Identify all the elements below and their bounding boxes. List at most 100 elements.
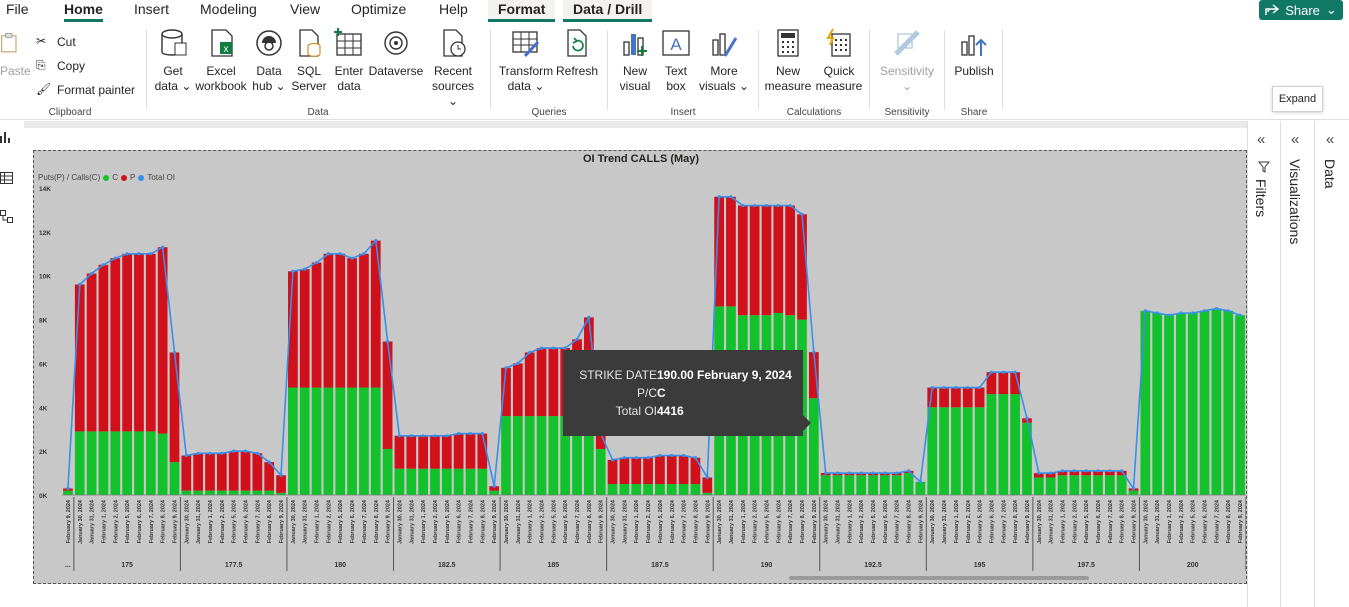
x-date-label: February 9, 2024 — [812, 499, 818, 543]
x-date-label: January 30, 2024 — [611, 499, 617, 544]
paste-button[interactable]: Paste — [0, 28, 31, 79]
bar-call — [240, 490, 251, 495]
bar-put — [524, 352, 535, 417]
x-date-label: February 8, 2024 — [161, 499, 167, 543]
tab-insert[interactable]: Insert — [134, 1, 170, 17]
model-view-icon[interactable] — [0, 210, 14, 224]
total-oi-point — [1060, 469, 1065, 473]
total-oi-point — [314, 260, 319, 265]
total-oi-point — [326, 252, 330, 256]
total-oi-point — [658, 453, 662, 458]
bar-put — [110, 258, 121, 432]
tab-home[interactable]: Home — [64, 0, 103, 22]
tab-view[interactable]: View — [290, 1, 321, 17]
visualizations-pane[interactable]: « Visualizations — [1280, 121, 1314, 607]
bar-put — [489, 486, 500, 491]
x-date-label: February 5, 2024 — [764, 499, 770, 543]
copy-button[interactable]: ⎘ Copy — [36, 58, 86, 73]
filters-pane[interactable]: « Filters — [1247, 121, 1280, 607]
excel-icon: x — [211, 29, 233, 57]
quick-measure-button[interactable]: Quick measure — [814, 28, 864, 94]
bar-put — [619, 457, 630, 485]
total-oi-point — [350, 256, 354, 260]
refresh-button[interactable]: Refresh — [556, 28, 598, 79]
bar-call — [311, 387, 322, 495]
x-date-label: February 9, 2024 — [918, 499, 924, 543]
total-oi-point — [149, 252, 153, 256]
total-oi-point — [1001, 370, 1005, 374]
total-oi-point — [255, 451, 259, 455]
expand-visualizations-icon[interactable]: « — [1291, 131, 1300, 148]
collapse-filters-icon[interactable]: « — [1257, 131, 1266, 148]
cut-button[interactable]: ✂ Cut — [36, 34, 76, 49]
bar-put — [655, 455, 665, 485]
x-date-label: February 2, 2024 — [433, 499, 439, 543]
total-oi-point — [90, 271, 94, 276]
paintbrush-icon: 🖌 — [36, 82, 52, 96]
copy-icon: ⎘ — [36, 58, 46, 72]
get-data-button[interactable]: Get data ⌄ — [154, 28, 192, 94]
new-measure-button[interactable]: New measure — [762, 28, 814, 94]
excel-workbook-button[interactable]: x Excel workbook — [192, 28, 250, 94]
tab-help[interactable]: Help — [439, 1, 468, 17]
total-oi-point — [717, 195, 721, 199]
x-date-label: February 2, 2024 — [113, 499, 119, 543]
svg-text:A: A — [670, 35, 682, 54]
expand-data-icon[interactable]: « — [1326, 131, 1335, 148]
tab-data-drill[interactable]: Data / Drill — [563, 0, 653, 22]
bar-put — [974, 387, 985, 408]
total-oi-point — [208, 451, 212, 455]
x-date-label: January 31, 2024 — [622, 499, 628, 544]
x-date-label: February 9, 2024 — [386, 499, 392, 543]
format-painter-button[interactable]: 🖌 Format painter — [36, 82, 136, 97]
tooltip-value: C — [657, 386, 666, 400]
x-date-label: February 5, 2024 — [658, 499, 664, 543]
transform-data-button[interactable]: Transform data ⌄ — [498, 28, 554, 94]
total-oi-point — [693, 456, 698, 460]
bar-call — [619, 484, 630, 495]
x-date-label: February 6, 2024 — [244, 499, 250, 543]
more-visuals-button[interactable]: More visuals ⌄ — [697, 28, 751, 94]
total-oi-point — [1037, 471, 1041, 475]
group-label: 200 — [1187, 562, 1199, 569]
new-visual-button[interactable]: New visual — [615, 28, 655, 94]
x-date-label: February 6, 2024 — [776, 499, 782, 543]
x-date-label: February 8, 2024 — [374, 499, 380, 543]
total-oi-point — [1025, 416, 1029, 420]
enter-data-button[interactable]: Enter data — [330, 28, 368, 94]
group-label: 180 — [334, 562, 346, 569]
bar-put — [252, 453, 263, 491]
report-view-icon[interactable] — [0, 130, 14, 144]
text-box-button[interactable]: A Text box — [657, 28, 695, 94]
bar-call — [584, 416, 594, 495]
bar-put — [749, 205, 760, 316]
recent-sources-icon — [443, 29, 466, 57]
bar-call — [891, 475, 902, 495]
x-date-label: February 6, 2024 — [457, 499, 463, 543]
dataverse-button[interactable]: Dataverse — [368, 28, 424, 79]
table-view-icon[interactable] — [0, 171, 14, 185]
tooltip-row: STRIKE DATE 190.00 February 9, 2024 — [563, 368, 803, 386]
publish-button[interactable]: Publish — [950, 28, 998, 79]
total-oi-point — [859, 471, 863, 475]
share-button[interactable]: Share ⌄ — [1259, 0, 1343, 20]
tab-modeling[interactable]: Modeling — [200, 1, 257, 17]
data-pane[interactable]: « Data — [1314, 121, 1349, 607]
recent-sources-button[interactable]: Recent sources ⌄ — [426, 28, 480, 109]
data-hub-button[interactable]: Data hub ⌄ — [250, 28, 288, 94]
bar-call — [122, 431, 132, 495]
x-date-label: February 5, 2024 — [551, 499, 557, 543]
data-label: Data — [307, 107, 329, 118]
bar-call — [1235, 315, 1245, 495]
group-label: 177.5 — [225, 562, 243, 569]
sql-server-button[interactable]: SQL Server — [288, 28, 330, 94]
x-date-label: January 31, 2024 — [942, 499, 948, 544]
tab-format[interactable]: Format — [488, 0, 556, 22]
total-oi-point — [788, 203, 792, 208]
tab-file[interactable]: File — [6, 1, 29, 17]
bar-put — [702, 477, 713, 493]
sensitivity-button[interactable]: Sensitivity ⌄ — [874, 28, 940, 94]
bar-put — [785, 205, 796, 316]
tab-optimize[interactable]: Optimize — [351, 1, 407, 17]
